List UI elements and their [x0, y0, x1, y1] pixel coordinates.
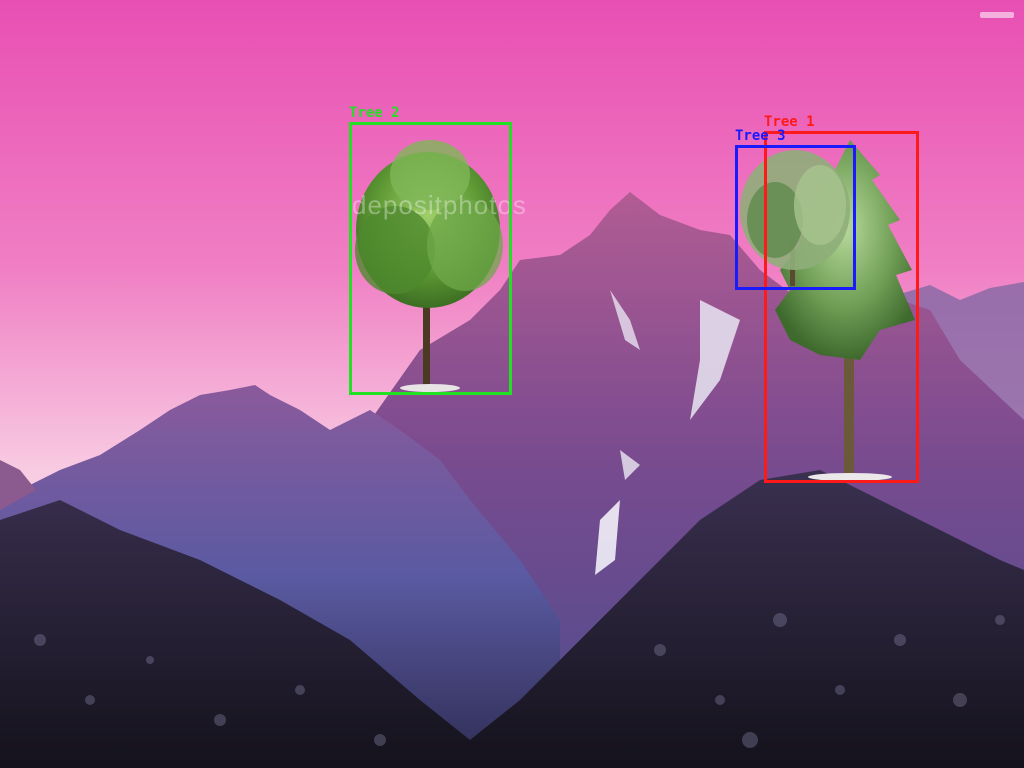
detection-label-tree-3: Tree 3: [735, 128, 786, 144]
detection-label-tree-1: Tree 1: [764, 114, 815, 130]
foreground-slope: [0, 470, 1024, 768]
detection-label-tree-2: Tree 2: [349, 105, 400, 121]
detection-box-tree-1: Tree 1: [764, 114, 919, 483]
snow-streak: [610, 290, 640, 350]
watermark-text: depositphotos: [352, 190, 527, 220]
tree-3-image: [740, 150, 850, 286]
snow-streak: [690, 300, 740, 420]
detection-box-tree-2: Tree 2: [349, 105, 512, 395]
forest-texture: [34, 613, 1005, 748]
detection-box-tree-3: Tree 3: [735, 128, 856, 290]
corner-watermark: [980, 12, 1014, 18]
tree-1-image: [775, 140, 915, 481]
snow-streak: [620, 450, 640, 480]
tree-2-image: [355, 140, 503, 392]
snow-streak: [595, 500, 620, 575]
far-left-peak: [0, 460, 36, 510]
